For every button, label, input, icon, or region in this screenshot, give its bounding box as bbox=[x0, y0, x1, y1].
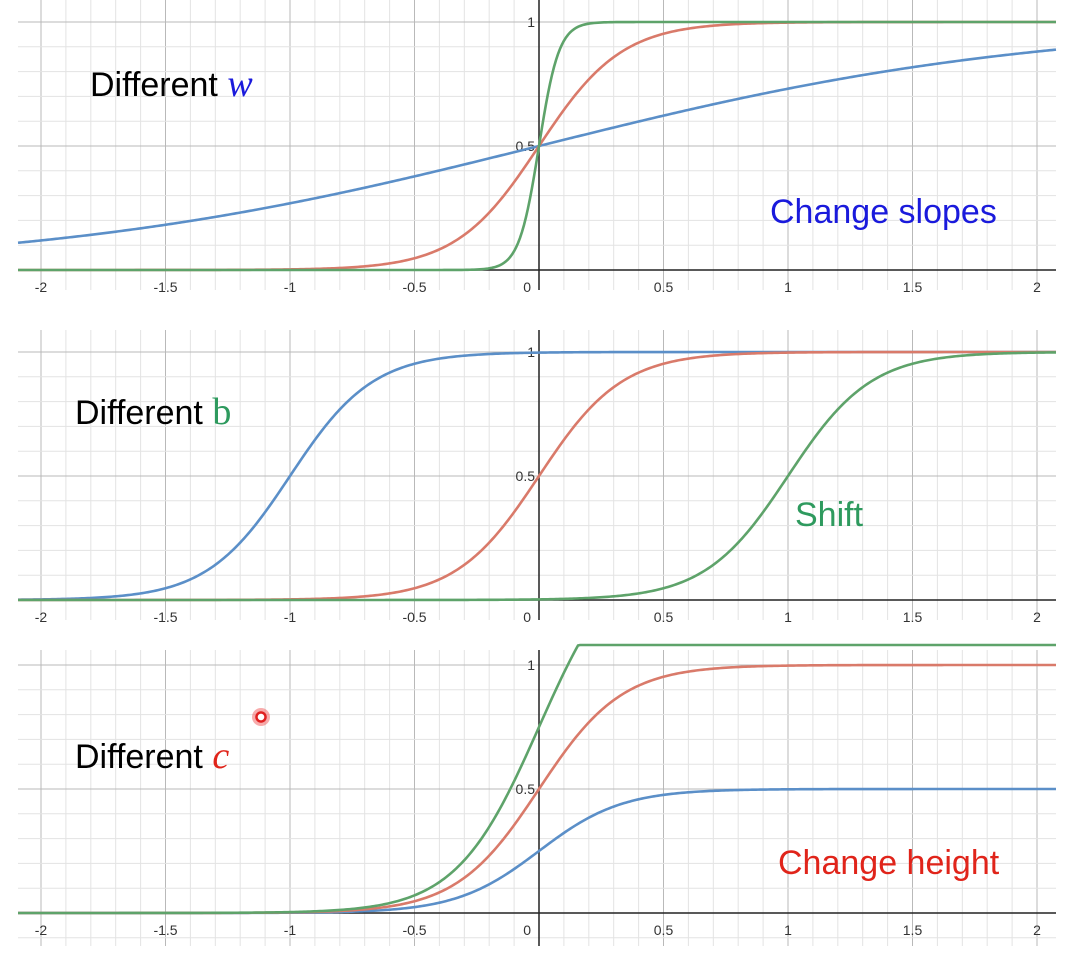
y-tick-label: 0.5 bbox=[516, 468, 536, 484]
y-tick-label: 1 bbox=[527, 657, 535, 673]
gridlines bbox=[18, 0, 1056, 290]
x-tick-label: 2 bbox=[1033, 609, 1041, 625]
annotation-different-c: Different c bbox=[75, 734, 229, 778]
x-tick-label: 1 bbox=[784, 279, 792, 295]
annotation-variable-b: b bbox=[212, 391, 232, 433]
chart-panel-w: -2 -1.5 -1 -0.5 0 0.5 1 1.5 2 0.5 1 Different w Ch… bbox=[0, 0, 1070, 300]
annotation-different-b: Different b bbox=[75, 390, 231, 434]
x-tick-label: -2 bbox=[35, 279, 48, 295]
x-tick-label: -1 bbox=[284, 279, 297, 295]
chart-svg-w: -2 -1.5 -1 -0.5 0 0.5 1 1.5 20.51 bbox=[17, 0, 1057, 295]
x-tick-label: 0 bbox=[523, 922, 531, 938]
annotation-variable-c: c bbox=[212, 735, 230, 777]
x-tick-label: 0.5 bbox=[654, 279, 674, 295]
x-tick-label: -2 bbox=[35, 609, 48, 625]
x-tick-label: 0 bbox=[523, 279, 531, 295]
x-tick-label: 0 bbox=[523, 609, 531, 625]
annotation-different-w: Different w bbox=[90, 62, 253, 106]
x-tick-label: -1 bbox=[284, 609, 297, 625]
x-tick-label: -1 bbox=[284, 922, 297, 938]
x-tick-label: 1 bbox=[784, 609, 792, 625]
x-tick-label: 1.5 bbox=[903, 279, 923, 295]
x-tick-label: 2 bbox=[1033, 922, 1041, 938]
x-tick-label: -1.5 bbox=[153, 279, 177, 295]
chart-panel-c: -2 -1.5 -1 -0.5 0 0.5 1 1.5 2 0.5 1 Different c Ch… bbox=[0, 643, 1070, 956]
annotation-prefix: Different bbox=[75, 394, 203, 432]
series-line-3 bbox=[18, 351, 1057, 602]
caption-change-height: Change height bbox=[778, 844, 1000, 882]
y-tick-label: 1 bbox=[527, 14, 535, 30]
x-tick-label: 1.5 bbox=[903, 922, 923, 938]
annotation-prefix: Different bbox=[75, 738, 203, 776]
x-tick-label: -0.5 bbox=[402, 922, 426, 938]
x-tick-label: -1.5 bbox=[153, 609, 177, 625]
annotation-prefix: Different bbox=[90, 66, 218, 104]
chart-svg-b: -2 -1.5 -1 -0.5 0 0.5 1 1.5 20.51 bbox=[17, 330, 1057, 625]
caption-change-slopes: Change slopes bbox=[770, 193, 997, 231]
x-tick-label: -0.5 bbox=[402, 279, 426, 295]
gridlines bbox=[18, 650, 1056, 946]
chart-svg-c: -2 -1.5 -1 -0.5 0 0.5 1 1.5 2 0.5 1 bbox=[18, 643, 1056, 946]
series-line-3 bbox=[18, 20, 1056, 272]
pointer-cursor-icon bbox=[252, 708, 270, 726]
x-tick-label: -0.5 bbox=[402, 609, 426, 625]
gridlines bbox=[18, 330, 1056, 620]
x-tick-label: 0.5 bbox=[654, 609, 674, 625]
series-line-3 bbox=[18, 643, 1056, 915]
chart-panel-b: -2 -1.5 -1 -0.5 0 0.5 1 1.5 2 0.5 1 Different b Sh… bbox=[0, 330, 1070, 630]
x-tick-label: -1.5 bbox=[153, 922, 177, 938]
x-tick-label: 1.5 bbox=[903, 609, 923, 625]
x-tick-label: 2 bbox=[1033, 279, 1041, 295]
caption-shift: Shift bbox=[795, 496, 864, 534]
annotation-variable-w: w bbox=[227, 63, 253, 105]
series-line-1 bbox=[17, 48, 1057, 245]
x-tick-label: 0.5 bbox=[654, 922, 674, 938]
x-tick-label: -2 bbox=[35, 922, 48, 938]
y-tick-label: 0.5 bbox=[516, 781, 536, 797]
x-tick-label: 1 bbox=[784, 922, 792, 938]
